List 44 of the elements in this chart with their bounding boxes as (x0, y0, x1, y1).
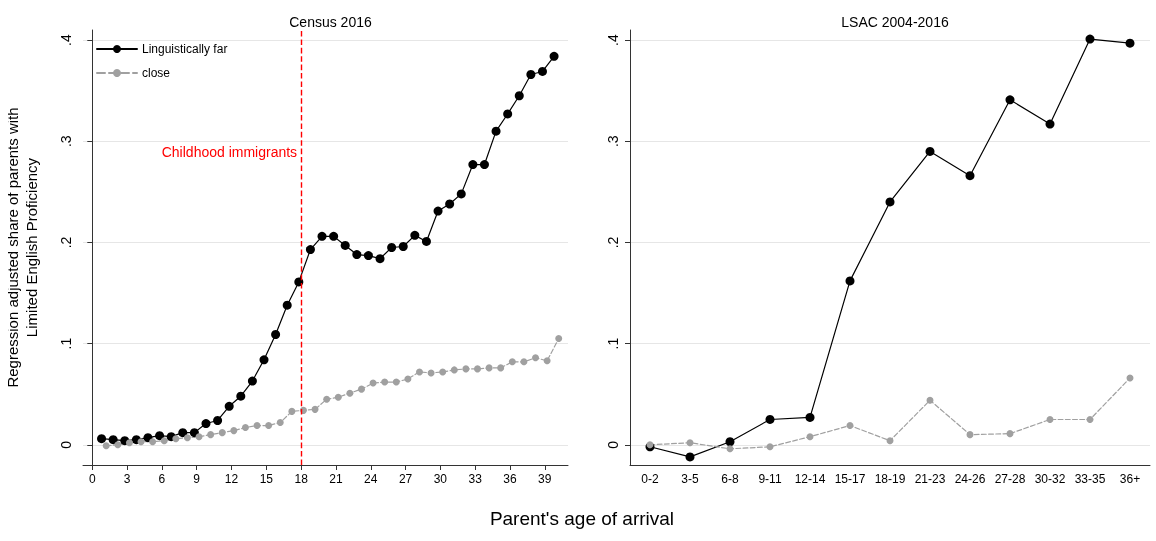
x-tick-label: 6-8 (721, 472, 739, 486)
x-tick-label: 36 (503, 472, 517, 486)
y-tick-label: 0 (58, 440, 74, 449)
x-tick-label: 9 (193, 472, 201, 486)
y-tick-label: .4 (605, 34, 621, 46)
x-tick-label: 33-35 (1074, 472, 1106, 486)
legend-label: Linguistically far (142, 42, 228, 56)
x-tick-label: 33 (468, 472, 483, 486)
y-tick-label: 0 (605, 440, 621, 449)
x-tick-label: 21 (329, 472, 343, 486)
x-tick-label: 30 (433, 472, 448, 486)
y-tick-label: .3 (605, 135, 621, 148)
x-tick-label: 12-14 (794, 472, 826, 486)
x-tick-label: 9-11 (758, 472, 782, 486)
y-tick-label: .2 (605, 236, 621, 249)
x-tick-label: 0 (88, 472, 96, 486)
x-tick-label: 27 (398, 472, 413, 486)
x-tick-label: 3-5 (681, 472, 699, 486)
y-tick-label: .4 (58, 34, 74, 46)
x-tick-label: 27-28 (994, 472, 1026, 486)
y-tick-label: .1 (58, 337, 74, 350)
x-tick-label: 36+ (1119, 472, 1141, 486)
x-tick-label: 3 (123, 472, 131, 486)
y-tick-label: .1 (605, 337, 621, 350)
x-tick-label: 21-23 (914, 472, 946, 486)
x-tick-label: 39 (538, 472, 552, 486)
x-tick-label: 12 (224, 472, 239, 486)
x-tick-label: 30-32 (1034, 472, 1066, 486)
x-tick-label: 0-2 (641, 472, 659, 486)
x-axis-title: Parent's age of arrival (488, 508, 676, 530)
x-tick-label: 15 (259, 472, 274, 486)
x-tick-label: 6 (158, 472, 166, 486)
y-tick-label: .3 (58, 135, 74, 148)
x-tick-label: 24-26 (954, 472, 986, 486)
x-tick-label: 24 (364, 472, 378, 486)
y-tick-label: .2 (58, 236, 74, 249)
chart-title: LSAC 2004-2016 (841, 14, 949, 30)
legend-label: close (142, 66, 171, 80)
x-tick-label: 15-17 (834, 472, 866, 486)
chart-title: Census 2016 (289, 14, 372, 30)
y-axis-title: Regression adjusted share of parents with Limited English Proficiency (4, 107, 40, 388)
ref-line-label: Childhood immigrants (161, 143, 298, 160)
x-tick-label: 18 (294, 472, 309, 486)
x-tick-label: 18-19 (874, 472, 906, 486)
